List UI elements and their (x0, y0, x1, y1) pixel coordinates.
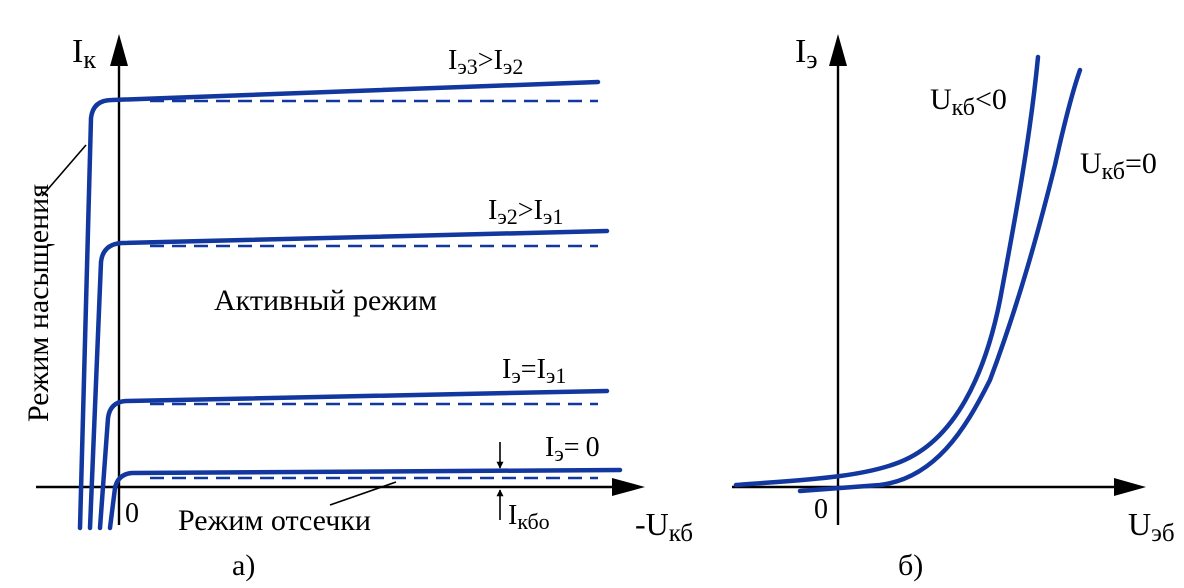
curve-label-ie0: Iэ= 0 (545, 432, 600, 466)
right-x-axis-label: Uэб (1128, 506, 1175, 547)
curve-ukb-zero (797, 67, 1083, 494)
curve-ie1 (97, 388, 610, 531)
right-y-axis-label: Iэ (795, 33, 818, 74)
left-y-axis-arrow (110, 34, 128, 66)
right-origin-label: 0 (814, 494, 828, 525)
left-panel: Iэ3>Iэ2 Iэ2>Iэ1 Iэ=Iэ1 Iэ= 0 Iк -Uкб 0 Ре… (22, 33, 693, 582)
curve-ie3 (77, 79, 601, 531)
curve-ukb-negative (733, 54, 1041, 488)
cutoff-label: Режим отсечки (178, 504, 371, 537)
left-x-axis-label: -Uкб (635, 506, 693, 547)
right-y-axis-arrow (829, 34, 847, 66)
curve-label-ukb-zero: Uкб=0 (1080, 147, 1157, 185)
left-x-axis-arrow (612, 478, 645, 496)
curve-ie0 (107, 467, 623, 531)
curve-label-ie2: Iэ2>Iэ1 (488, 195, 563, 229)
icbo-label: Iкбо (508, 500, 550, 534)
left-caption: а) (232, 549, 255, 582)
saturation-leader (41, 144, 87, 197)
saturation-label: Режим насыщения (22, 184, 55, 422)
left-origin-label: 0 (125, 498, 139, 529)
left-y-axis-label: Iк (72, 33, 96, 74)
right-panel: Uкб<0 Uкб=0 Iэ Uэб 0 б) (732, 33, 1175, 582)
right-caption: б) (898, 549, 923, 582)
cutoff-leader (329, 481, 397, 506)
curve-label-ie3: Iэ3>Iэ2 (448, 45, 523, 79)
right-x-axis-arrow (1114, 478, 1146, 496)
curve-label-ie1: Iэ=Iэ1 (502, 354, 566, 388)
curve-label-ukb-negative: Uкб<0 (930, 83, 1007, 121)
curve-ie2 (87, 228, 610, 531)
active-label: Активный режим (214, 284, 437, 317)
